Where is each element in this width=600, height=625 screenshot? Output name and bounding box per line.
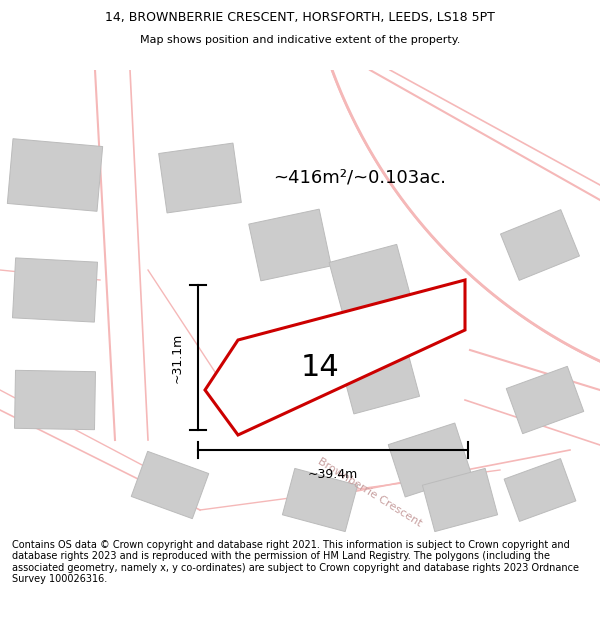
Polygon shape [205, 280, 465, 435]
Polygon shape [13, 258, 98, 322]
Polygon shape [329, 244, 411, 316]
Text: ~31.1m: ~31.1m [171, 332, 184, 382]
Text: 14: 14 [301, 354, 340, 382]
Polygon shape [7, 139, 103, 211]
Polygon shape [422, 468, 497, 532]
Text: Brownberrie Crescent: Brownberrie Crescent [316, 456, 424, 528]
Polygon shape [131, 451, 209, 519]
Text: ~39.4m: ~39.4m [308, 468, 358, 481]
Text: Contains OS data © Crown copyright and database right 2021. This information is : Contains OS data © Crown copyright and d… [12, 539, 579, 584]
Polygon shape [340, 346, 419, 414]
Polygon shape [500, 209, 580, 281]
Polygon shape [504, 459, 576, 521]
Polygon shape [283, 468, 358, 532]
Text: 14, BROWNBERRIE CRESCENT, HORSFORTH, LEEDS, LS18 5PT: 14, BROWNBERRIE CRESCENT, HORSFORTH, LEE… [105, 11, 495, 24]
Polygon shape [158, 143, 241, 213]
Polygon shape [506, 366, 584, 434]
Polygon shape [14, 370, 95, 430]
Text: ~416m²/~0.103ac.: ~416m²/~0.103ac. [274, 169, 446, 187]
Text: Map shows position and indicative extent of the property.: Map shows position and indicative extent… [140, 35, 460, 45]
Polygon shape [388, 423, 472, 497]
Polygon shape [249, 209, 331, 281]
